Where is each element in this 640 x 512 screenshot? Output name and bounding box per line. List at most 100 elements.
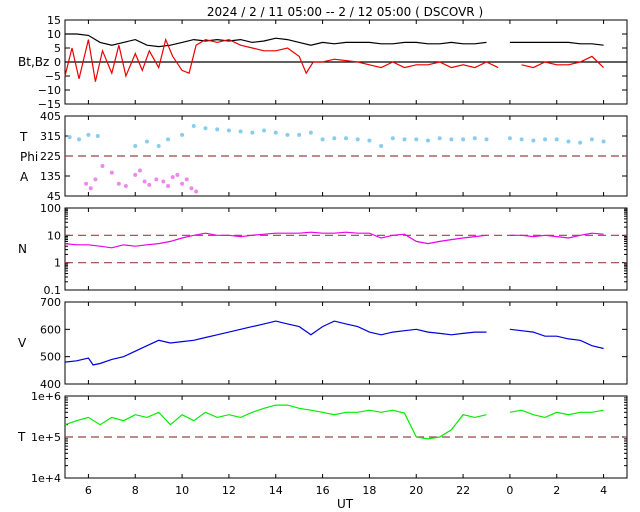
y-axis-label: Phi [20,150,38,164]
data-point-t [367,138,372,143]
y-tick-label: −5 [45,70,61,83]
y-tick-label: 400 [40,378,61,391]
y-tick-label: 405 [40,110,61,123]
chart-title: 2024 / 2 / 11 05:00 -- 2 / 12 05:00 ( DS… [207,5,483,19]
series-line-v [64,320,604,366]
data-point-phi [88,186,93,191]
data-point-t [262,128,267,133]
data-point-t [144,139,149,144]
panel-frame [64,207,628,291]
data-point-phi [175,172,180,177]
data-point-t [344,136,348,141]
data-point-t [414,137,419,142]
data-point-t [285,132,290,137]
x-tick-label: 6 [85,484,92,497]
data-point-t [297,132,302,137]
data-point-t [379,144,384,148]
x-tick-label: 22 [456,484,470,497]
y-axis-label: V [18,336,27,350]
data-point-phi [184,177,189,182]
data-point-phi [147,182,152,187]
data-point-t [77,137,82,142]
x-tick-label: 18 [362,484,376,497]
data-point-t [250,130,255,135]
data-point-t [226,128,231,133]
y-tick-label: 0.1 [44,284,62,297]
panel-velocity: 700 600 500 400 V [18,296,628,391]
x-axis-label: UT [337,497,354,511]
panel-frame [64,301,628,385]
data-point-t [578,140,583,145]
data-point-t [86,132,91,137]
chart-panels: 151050−5−10−15Bt,Bz40531522513545TPhiA10… [17,14,628,485]
data-point-phi [137,168,142,173]
series-line-bt [65,33,604,48]
data-point-phi [194,189,199,194]
y-tick-label: 700 [40,296,61,309]
data-point-t [507,136,512,141]
y-tick-label: 15 [47,14,61,27]
data-point-t [332,136,337,141]
series-line-temp [64,404,604,440]
data-point-phi [93,177,98,182]
x-tick-label: 8 [132,484,139,497]
data-point-t [461,137,466,142]
data-point-t [203,126,208,131]
data-point-t [238,129,243,134]
y-axis-label: Bt,Bz [18,55,49,69]
data-point-t [425,138,430,143]
x-tick-label: 2 [553,484,560,497]
data-point-t [355,137,360,142]
data-point-t [543,137,548,142]
panel-temperature: 1e+6 1e+5 1e+4 T [17,390,628,485]
data-point-phi [133,172,138,177]
y-tick-label: −15 [38,98,61,111]
data-point-t [402,137,407,142]
x-tick-label: 20 [409,484,423,497]
data-point-t [531,138,536,143]
y-tick-label: −10 [38,84,61,97]
data-point-t [133,144,138,148]
data-point-t [273,130,278,135]
y-tick-label: 1e+5 [31,431,61,444]
data-point-t [95,134,100,138]
data-point-t [472,136,477,141]
data-point-t [566,139,571,144]
data-point-t [437,136,442,141]
y-tick-label: 0 [54,56,61,69]
y-axis-label: T [19,130,28,144]
y-tick-label: 100 [40,202,61,215]
data-point-t [390,136,395,141]
y-tick-label: 10 [47,229,61,242]
data-point-t [554,137,559,142]
x-tick-label: 10 [175,484,189,497]
data-point-t [180,132,185,137]
x-tick-label: 4 [600,484,607,497]
y-tick-label: 45 [47,190,61,203]
y-tick-label: 600 [40,323,61,336]
y-tick-label: 225 [40,150,61,163]
data-point-phi [142,179,147,184]
y-tick-label: 10 [47,28,61,41]
y-tick-label: 500 [40,351,61,364]
x-tick-label: 16 [316,484,330,497]
data-point-phi [109,170,114,175]
data-point-t [67,135,72,140]
x-tick-label: 14 [269,484,283,497]
data-point-phi [161,179,166,184]
series-line-bz [64,37,605,82]
data-point-t [589,137,594,142]
data-point-t [191,124,196,128]
data-point-phi [154,177,159,182]
data-point-t [166,137,171,142]
data-point-phi [123,184,128,188]
y-tick-label: 1e+6 [31,390,61,403]
y-tick-label: 135 [40,170,61,183]
x-tick-label: 0 [506,484,513,497]
data-point-t [449,137,454,142]
data-point-phi [170,175,175,180]
data-point-t [484,137,489,142]
data-point-phi [180,181,185,186]
